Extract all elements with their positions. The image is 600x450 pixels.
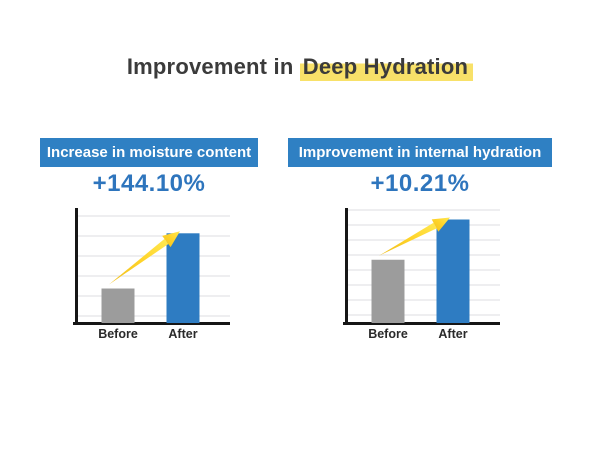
bar-before [101,288,135,323]
title-highlight: Deep Hydration [299,54,474,81]
hydration-bar-chart: Before After [343,208,500,341]
moisture-banner: Increase in moisture content [40,138,258,167]
increase-arrow [379,217,450,256]
arrow-head [431,217,450,232]
arrow-shaft [379,222,437,256]
arrow-shaft [109,238,169,285]
bar-after [166,233,200,323]
increase-arrow [109,231,180,285]
page-title: Improvement in Deep Hydration [0,54,600,81]
panel-internal-hydration: Improvement in internal hydration +10.21… [288,138,552,341]
moisture-bar-chart: Before After [73,208,230,341]
gridlines [77,215,230,317]
moisture-percentage: +144.10% [92,170,206,197]
hydration-banner: Improvement in internal hydration [288,138,552,167]
gridlines [347,209,500,316]
hydration-percentage: +10.21% [370,170,470,197]
bars [101,233,200,323]
before-label: Before [98,327,138,341]
after-label: After [168,327,197,341]
bar-before [371,259,405,323]
bar-after [436,219,470,323]
title-prefix: Improvement in [126,54,300,79]
panel-moisture-content: Increase in moisture content +144.10% Be… [40,138,258,341]
arrow-head [162,231,180,248]
after-label: After [438,327,467,341]
before-label: Before [368,327,408,341]
bars [371,219,470,323]
